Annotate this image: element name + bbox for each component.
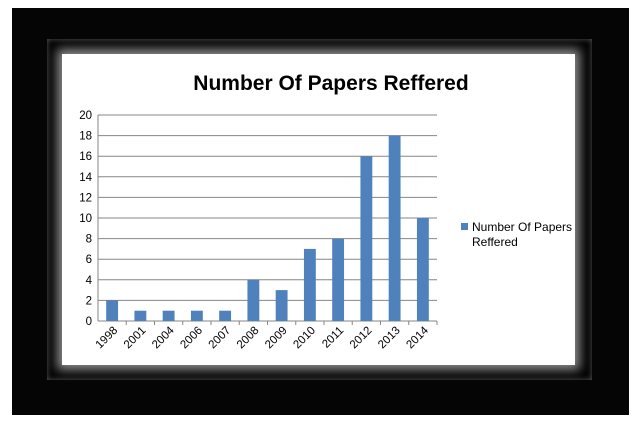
gridlines [98, 114, 437, 301]
y-tick-label: 14 [79, 172, 92, 184]
x-tick-label: 2012 [348, 325, 375, 352]
x-tick-label: 2008 [235, 325, 262, 352]
y-tick-label: 0 [86, 316, 92, 328]
y-tick-label: 2 [86, 295, 92, 307]
y-tick-label: 12 [79, 192, 92, 204]
bar [162, 310, 175, 321]
bar [219, 310, 232, 321]
bar [190, 310, 203, 321]
bar [388, 135, 401, 321]
y-tick-label: 8 [86, 234, 92, 246]
x-tick-label: 2007 [207, 325, 234, 352]
x-tick-label: 2004 [150, 324, 177, 351]
bar [134, 310, 147, 321]
legend-swatch [461, 223, 468, 230]
y-tick-label: 16 [79, 151, 92, 163]
x-tick-label: 2014 [404, 324, 431, 351]
y-tick-label: 4 [86, 275, 93, 287]
x-tick-label: 2009 [263, 325, 290, 352]
y-tick-labels: 0 2 4 6 8 10 12 14 16 18 20 [79, 110, 92, 328]
x-tick-label: 2010 [291, 325, 318, 352]
x-tick-label: 2011 [320, 325, 346, 351]
bar [416, 218, 429, 321]
bar [360, 156, 373, 321]
y-tick-label: 20 [79, 110, 92, 122]
chart-panel [62, 54, 575, 365]
bar [106, 300, 119, 321]
axes [97, 115, 438, 325]
legend-label: Number Of Papers Reffered [472, 220, 572, 249]
x-tick-label: 2006 [178, 325, 205, 352]
y-tick-label: 18 [79, 131, 92, 143]
x-tick-label: 2013 [376, 325, 403, 352]
bar [332, 238, 345, 321]
x-tick-labels: 1998 2001 2004 2006 2007 2008 2009 2010 2011 2012… [94, 324, 432, 351]
y-tick-label: 10 [79, 213, 92, 225]
bar [247, 279, 260, 321]
bar [275, 290, 288, 321]
x-tick-label: 2001 [122, 325, 149, 352]
x-tick-label: 1998 [94, 325, 121, 352]
bars [106, 135, 429, 321]
chart-title: Number Of Papers Reffered [193, 72, 468, 95]
y-tick-label: 6 [86, 254, 92, 266]
legend: Number Of Papers Reffered [461, 220, 572, 249]
bar [303, 248, 316, 321]
